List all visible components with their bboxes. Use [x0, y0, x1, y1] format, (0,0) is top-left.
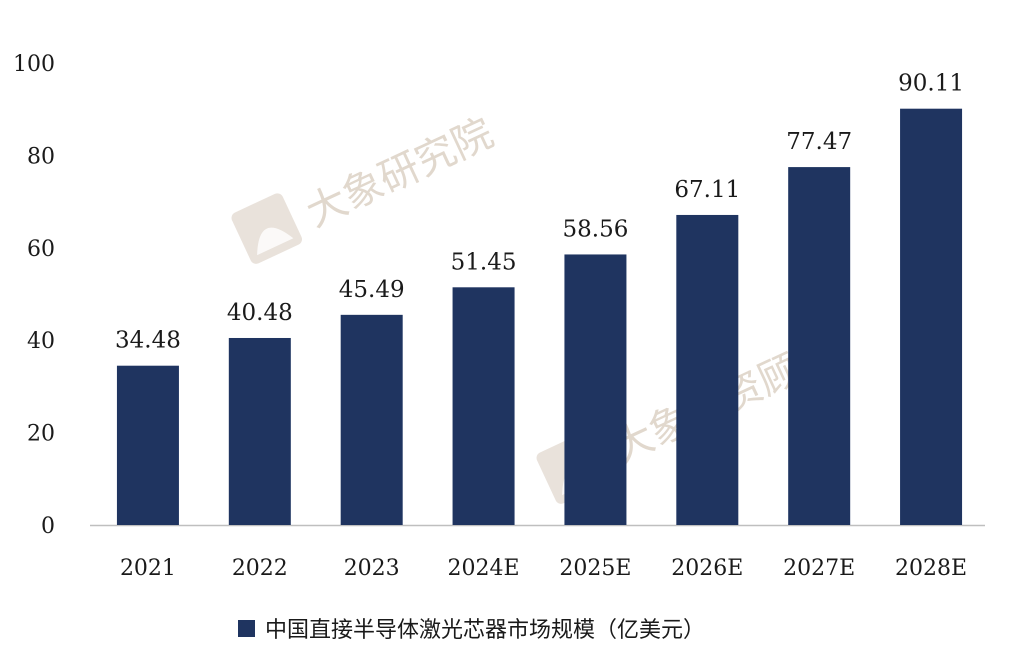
x-tick-label: 2026E	[671, 556, 743, 581]
bar	[788, 167, 851, 525]
legend: 中国直接半导体激光芯器市场规模（亿美元）	[238, 612, 705, 644]
data-label: 40.48	[227, 300, 293, 326]
axis-layer: 0 20 40 60 80 100	[13, 52, 985, 539]
x-tick-label: 2028E	[895, 556, 967, 581]
y-tick-label: 0	[41, 514, 55, 539]
bar	[228, 337, 291, 525]
x-tick-label: 2027E	[783, 556, 855, 581]
bar	[676, 214, 739, 526]
x-tick-label: 2025E	[559, 556, 631, 581]
bar	[452, 287, 515, 525]
x-tick-label: 2022	[232, 556, 288, 581]
data-label: 58.56	[563, 216, 629, 242]
bar-layer	[116, 108, 963, 526]
x-tick-label: 2021	[120, 556, 176, 581]
bar	[900, 108, 963, 525]
data-label: 90.11	[898, 71, 964, 97]
y-tick-label: 60	[27, 237, 55, 262]
bar	[116, 365, 179, 525]
data-label: 34.48	[115, 328, 181, 354]
label-layer: 34.48 2021 40.48 2022 45.49 2023 51.45 2024E 58.…	[115, 71, 967, 581]
watermark-logo-icon	[231, 193, 303, 264]
data-label: 45.49	[339, 277, 405, 303]
legend-label: 中国直接半导体激光芯器市场规模（亿美元）	[265, 618, 706, 643]
legend-swatch	[238, 619, 255, 637]
data-label: 51.45	[451, 249, 517, 275]
x-tick-label: 2024E	[448, 556, 520, 581]
y-tick-label: 20	[27, 422, 55, 447]
data-label: 67.11	[674, 177, 740, 203]
y-tick-label: 100	[13, 52, 55, 77]
x-tick-label: 2023	[344, 556, 400, 581]
watermark-text: 大象研究院	[299, 110, 500, 236]
watermark: 大象研究院	[231, 110, 500, 264]
y-tick-label: 80	[27, 144, 55, 169]
watermark-layer: 大象研究院大象投资顾问	[231, 110, 843, 504]
data-label: 77.47	[786, 129, 852, 155]
y-tick-label: 40	[27, 329, 55, 354]
bar	[340, 314, 403, 525]
bar	[564, 254, 627, 525]
